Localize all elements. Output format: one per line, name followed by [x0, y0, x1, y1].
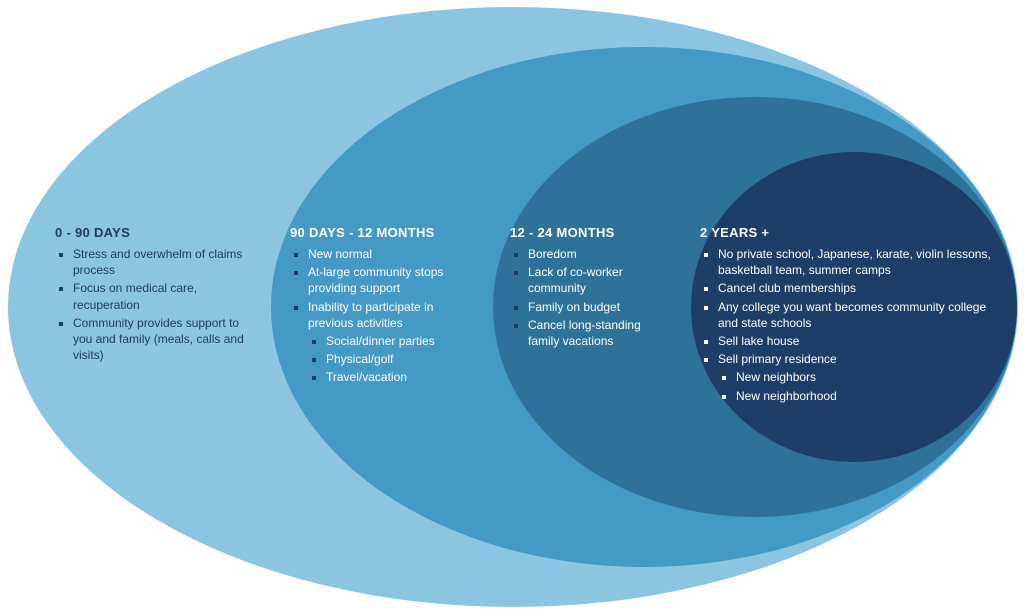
list-item: New normal — [308, 246, 480, 262]
panel-title: 90 DAYS - 12 MONTHS — [290, 225, 480, 240]
list-item: Cancel club memberships — [718, 280, 1000, 296]
list-item: Inability to participate in previous act… — [308, 299, 480, 386]
list-item: Boredom — [528, 246, 670, 262]
list-item: Travel/vacation — [326, 369, 480, 385]
panel-title: 12 - 24 MONTHS — [510, 225, 670, 240]
list-item: Physical/golf — [326, 351, 480, 367]
list-item: Sell primary residenceNew neighborsNew n… — [718, 351, 1000, 404]
panel-p1: 0 - 90 DAYS Stress and overwhelm of claim… — [55, 225, 255, 365]
panel-p4: 2 YEARS + No private school, Japanese, ka… — [700, 225, 1000, 406]
panel-title: 2 YEARS + — [700, 225, 1000, 240]
list-item: Community provides support to you and fa… — [73, 315, 255, 364]
panel-p3: 12 - 24 MONTHS Boredom Lack of co-worker c… — [510, 225, 670, 351]
list-item: At-large community stops providing suppo… — [308, 264, 480, 296]
panel-p2: 90 DAYS - 12 MONTHS New normal At-large co… — [290, 225, 480, 388]
sub-list: New neighbors New neighborhood — [718, 369, 1000, 403]
list-item: New neighborhood — [736, 388, 1000, 404]
panel-list: Boredom Lack of co-worker community Family… — [510, 246, 670, 349]
list-item: Family on budget — [528, 299, 670, 315]
list-item: Sell lake house — [718, 333, 1000, 349]
panel-list: New normal At-large community stops provi… — [290, 246, 480, 386]
list-item: No private school, Japanese, karate, vio… — [718, 246, 1000, 278]
list-item: Cancel long-standing family vacations — [528, 317, 670, 349]
list-item: Any college you want becomes community c… — [718, 299, 1000, 331]
list-item: Focus on medical care, recuperation — [73, 280, 255, 312]
sub-list: Social/dinner parties Physical/golf Travel… — [308, 333, 480, 386]
panel-title: 0 - 90 DAYS — [55, 225, 255, 240]
list-item: Stress and overwhelm of claims process — [73, 246, 255, 278]
list-item: Social/dinner parties — [326, 333, 480, 349]
list-item: New neighbors — [736, 369, 1000, 385]
list-item: Lack of co-worker community — [528, 264, 670, 296]
panel-list: Stress and overwhelm of claims processFo… — [55, 246, 255, 363]
panel-list: No private school, Japanese, karate, vio… — [700, 246, 1000, 404]
